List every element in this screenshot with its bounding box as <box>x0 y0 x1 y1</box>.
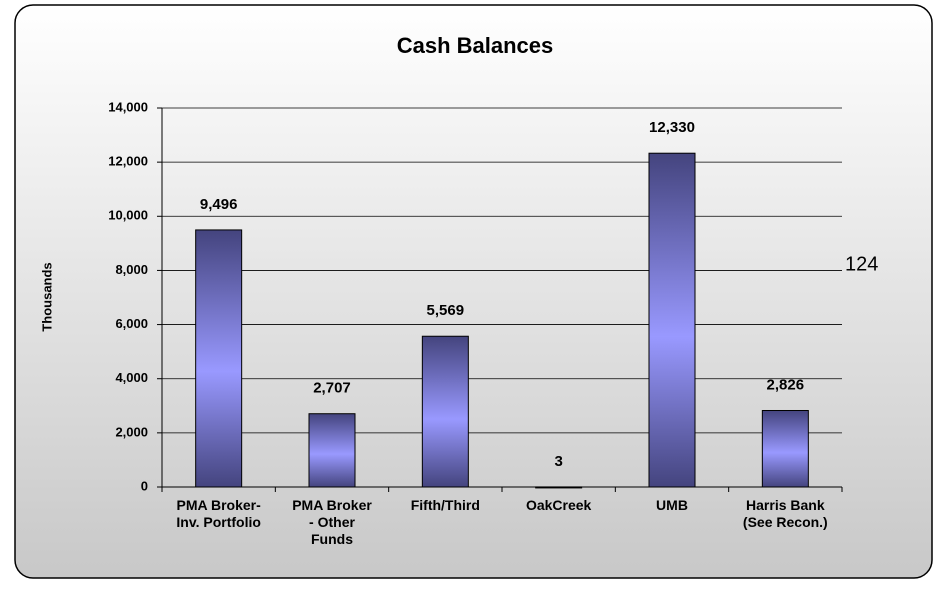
chart-title: Cash Balances <box>397 33 554 58</box>
value-label: 9,496 <box>200 196 238 213</box>
y-tick-label: 2,000 <box>115 424 148 439</box>
value-label: 5,569 <box>427 302 465 319</box>
bar <box>648 152 696 488</box>
x-tick-label: Harris Bank (See Recon.) <box>742 497 828 530</box>
y-tick-label: 8,000 <box>115 262 148 277</box>
bar <box>761 409 809 488</box>
y-tick-label: 4,000 <box>115 370 148 385</box>
y-axis-label: Thousands <box>39 262 54 331</box>
value-label: 2,707 <box>313 380 351 397</box>
bar <box>535 486 583 489</box>
bar <box>421 335 469 488</box>
x-tick-label: PMA Broker- Inv. Portfolio <box>176 497 261 530</box>
y-tick-label: 0 <box>141 478 148 493</box>
value-label: 12,330 <box>649 119 695 136</box>
bar <box>308 413 356 488</box>
x-tick-label: PMA Broker - Other Funds <box>292 497 372 547</box>
y-tick-label: 14,000 <box>108 99 148 114</box>
annotation: 124 <box>845 253 878 275</box>
y-tick-label: 12,000 <box>108 154 148 169</box>
value-label: 3 <box>554 453 562 470</box>
x-tick-label: OakCreek <box>525 497 592 513</box>
y-tick-label: 6,000 <box>115 316 148 331</box>
y-tick-label: 10,000 <box>108 208 148 223</box>
value-label: 2,826 <box>767 376 805 393</box>
x-tick-label: Fifth/Third <box>410 497 480 513</box>
chart-panel <box>14 4 933 579</box>
bar <box>195 229 243 488</box>
x-tick-label: UMB <box>656 497 688 513</box>
